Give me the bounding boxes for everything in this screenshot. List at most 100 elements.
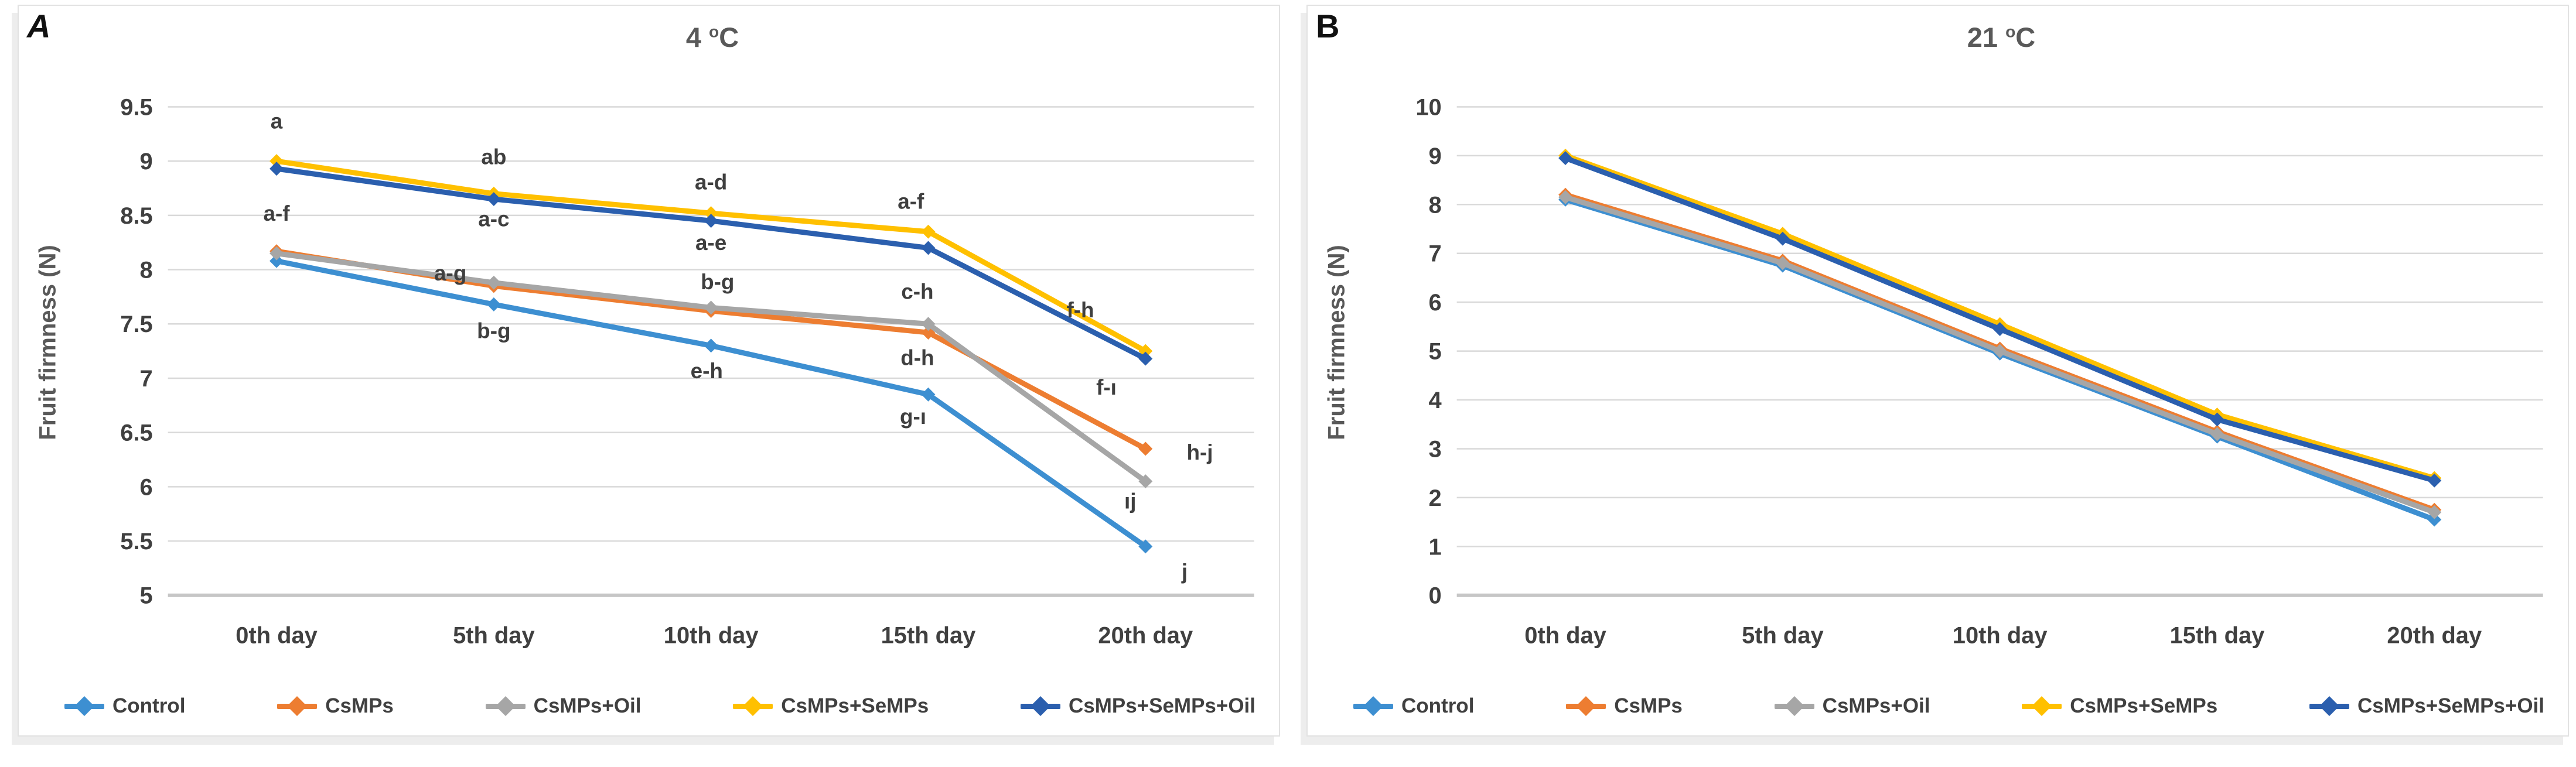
legend-item: CsMPs+SeMPs <box>733 694 929 718</box>
diamond-marker-icon <box>743 696 763 716</box>
svg-text:5: 5 <box>140 583 153 609</box>
svg-text:7.5: 7.5 <box>120 311 152 337</box>
degree-symbol: o <box>2005 22 2016 41</box>
svg-text:8: 8 <box>140 258 153 283</box>
diamond-marker-icon <box>287 696 308 716</box>
legend-line-diamond-icon <box>1566 696 1606 716</box>
legend-line-diamond-icon <box>1020 696 1060 716</box>
legend-item: CsMPs+SeMPs <box>2022 694 2217 718</box>
svg-text:8: 8 <box>1429 192 1442 218</box>
diamond-marker-icon <box>2032 696 2052 716</box>
legend-item: CsMPs+Oil <box>485 694 642 718</box>
legend-item: CsMPs <box>1566 694 1683 718</box>
svg-text:1: 1 <box>1429 534 1442 560</box>
significance-letter: h-j <box>1186 440 1213 464</box>
svg-text:0: 0 <box>1429 583 1442 609</box>
svg-text:5th day: 5th day <box>1742 623 1824 649</box>
significance-letter: a-g <box>434 261 466 285</box>
title-unit: C <box>2015 22 2036 53</box>
svg-text:5.5: 5.5 <box>120 529 152 554</box>
legend-a: Control CsMPs CsMPs+Oil CsMPs+SeMPs CsMPs+Se… <box>64 694 1255 718</box>
svg-text:10: 10 <box>1415 94 1441 120</box>
significance-letter: a-f <box>898 190 924 214</box>
significance-letter: ab <box>481 145 506 169</box>
svg-text:10th day: 10th day <box>664 623 759 649</box>
chart-panel-21c: B 21 oC Fruit firmness (N) 0 1 2 3 4 5 6 7 8 9 10 0… <box>1306 5 2569 737</box>
significance-letter: g-ı <box>900 405 926 429</box>
svg-text:20th day: 20th day <box>2387 623 2482 649</box>
significance-letter: b-g <box>701 270 734 294</box>
significance-letter: a-c <box>478 207 509 231</box>
legend-item: CsMPs+SeMPs+Oil <box>2309 694 2544 718</box>
legend-item: Control <box>1353 694 1474 718</box>
legend-label: CsMPs+SeMPs <box>2070 694 2218 717</box>
title-unit: C <box>719 22 739 53</box>
svg-text:20th day: 20th day <box>1098 623 1193 649</box>
title-value: 4 <box>685 22 701 53</box>
svg-text:6: 6 <box>140 474 153 500</box>
svg-text:2: 2 <box>1429 485 1442 511</box>
line-chart-21c: 0 1 2 3 4 5 6 7 8 9 10 0th day 5th day 10th day 15th d… <box>1415 94 2543 649</box>
legend-item: CsMPs+SeMPs+Oil <box>1020 694 1255 718</box>
legend-line-diamond-icon <box>485 696 526 716</box>
significance-letter: d-h <box>900 346 934 370</box>
significance-letter: b-g <box>477 319 510 343</box>
significance-letter: a-f <box>264 201 291 225</box>
panel-letter-b: B <box>1316 8 1340 44</box>
legend-label: Control <box>112 694 186 717</box>
legend-line-diamond-icon <box>733 696 773 716</box>
significance-letter: f-ı <box>1096 375 1117 399</box>
legend-line-diamond-icon <box>1774 696 1814 716</box>
svg-text:7: 7 <box>1429 241 1442 267</box>
diamond-marker-icon <box>1784 696 1804 716</box>
legend-item: CsMPs+Oil <box>1774 694 1930 718</box>
diamond-marker-icon <box>495 696 516 716</box>
legend-b: Control CsMPs CsMPs+Oil CsMPs+SeMPs CsMPs+Se… <box>1353 694 2544 718</box>
svg-text:15th day: 15th day <box>2170 623 2265 649</box>
y-axis-label-b: Fruit firmness (N) <box>1323 245 1350 440</box>
legend-line-diamond-icon <box>277 696 318 716</box>
panel-letter-a: A <box>27 8 51 44</box>
svg-text:7: 7 <box>140 366 153 392</box>
svg-text:5th day: 5th day <box>453 623 535 649</box>
diamond-marker-icon <box>74 696 94 716</box>
chart-title-4c: 4 oC <box>168 21 1257 53</box>
diamond-marker-icon <box>1030 696 1050 716</box>
svg-text:6.5: 6.5 <box>120 420 152 446</box>
significance-letter: a-d <box>695 170 727 194</box>
legend-line-diamond-icon <box>1353 696 1393 716</box>
svg-text:15th day: 15th day <box>881 623 976 649</box>
svg-text:3: 3 <box>1429 436 1442 462</box>
svg-text:0th day: 0th day <box>236 623 318 649</box>
legend-label: Control <box>1401 694 1475 717</box>
svg-text:8.5: 8.5 <box>120 203 152 229</box>
legend-item: Control <box>64 694 185 718</box>
svg-text:5: 5 <box>1429 339 1442 365</box>
degree-symbol: o <box>709 22 719 41</box>
svg-text:9.5: 9.5 <box>120 94 152 120</box>
significance-letter: a-e <box>695 231 726 255</box>
svg-text:10th day: 10th day <box>1953 623 2048 649</box>
significance-letter: a <box>271 109 283 133</box>
significance-letter: e-h <box>691 359 723 383</box>
svg-text:9: 9 <box>140 149 153 174</box>
legend-item: CsMPs <box>277 694 394 718</box>
svg-text:0th day: 0th day <box>1524 623 1606 649</box>
significance-letter: ıj <box>1124 489 1137 513</box>
y-axis-label-a: Fruit firmness (N) <box>35 245 61 440</box>
svg-text:4: 4 <box>1429 388 1442 413</box>
legend-label: CsMPs <box>325 694 394 717</box>
significance-letter: c-h <box>901 280 933 304</box>
svg-text:9: 9 <box>1429 143 1442 169</box>
chart-title-21c: 21 oC <box>1456 21 2546 53</box>
chart-panel-4c: A 4 oC Fruit firmness (N) 5 5.5 6 6.5 7 7.5 8 8… <box>18 5 1280 737</box>
legend-label: CsMPs+Oil <box>1822 694 1930 717</box>
diamond-marker-icon <box>2319 696 2339 716</box>
diamond-marker-icon <box>1363 696 1383 716</box>
legend-line-diamond-icon <box>64 696 104 716</box>
significance-letter: f-h <box>1066 298 1094 322</box>
legend-line-diamond-icon <box>2022 696 2062 716</box>
diamond-marker-icon <box>1576 696 1596 716</box>
legend-label: CsMPs+SeMPs+Oil <box>2357 694 2544 717</box>
